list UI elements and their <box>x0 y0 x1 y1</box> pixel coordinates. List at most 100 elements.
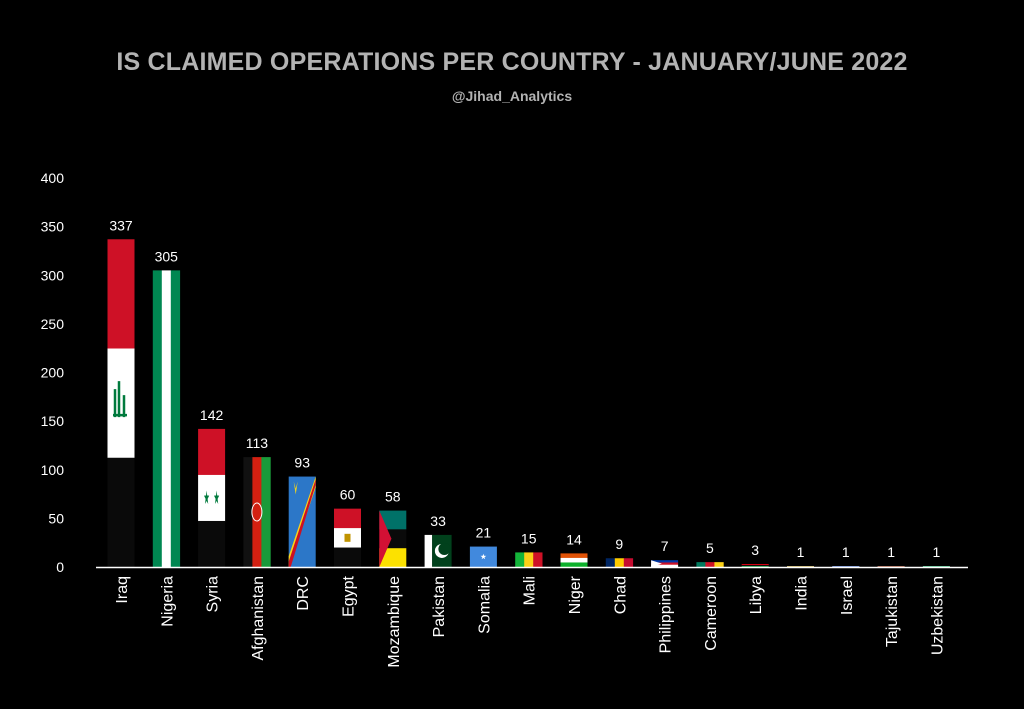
category-label-tajukistan: Tajukistan <box>884 576 901 647</box>
bar-iraq-emblem <box>113 381 127 418</box>
data-label-india: 1 <box>797 544 805 560</box>
y-tick-label-400: 400 <box>41 170 65 186</box>
bar-philippines-triangle <box>651 560 662 567</box>
y-tick-label-100: 100 <box>41 462 65 478</box>
bar-iraq-band-2 <box>107 348 135 459</box>
bar-chad-stripe-1 <box>605 558 616 567</box>
bar-somalia-star <box>480 553 487 560</box>
category-label-india: India <box>794 576 811 611</box>
bar-syria-star-2 <box>214 490 220 504</box>
data-label-chad: 9 <box>615 536 623 552</box>
bar-syria <box>198 428 226 568</box>
category-label-israel: Israel <box>839 576 856 615</box>
bar-iraq-band-3 <box>107 457 135 568</box>
bar-iraq-band-1 <box>107 239 135 349</box>
bar-egypt <box>334 508 361 568</box>
category-label-uzbekistan: Uzbekistan <box>929 576 946 655</box>
data-label-tajukistan: 1 <box>887 544 895 560</box>
bar-libya <box>741 564 769 568</box>
category-label-mali: Mali <box>522 576 539 605</box>
data-label-pakistan: 33 <box>430 513 446 529</box>
data-label-uzbekistan: 1 <box>933 544 941 560</box>
bar-tajukistan-band-2 <box>877 566 905 567</box>
bar-syria-band-1 <box>198 428 226 476</box>
chart-subtitle: @Jihad_Analytics <box>451 88 573 104</box>
data-labels: 337 305 142 113 93 60 58 33 21 15 14 9 7 5 3 1 1 1 1 <box>109 217 940 560</box>
bar-tajukistan-band-1 <box>877 566 905 567</box>
bar-philippines-band-1 <box>651 560 679 563</box>
bar-uzbekistan-band-1 <box>922 566 950 567</box>
bar-mozambique-triangle <box>379 510 392 567</box>
category-label-niger: Niger <box>567 575 584 614</box>
bar-afghanistan <box>243 457 271 567</box>
bar-mozambique-band-1 <box>379 510 407 530</box>
bar-uzbekistan-band-2 <box>922 566 950 567</box>
bar-mali-stripe-3 <box>533 552 543 567</box>
bar-drc-star <box>293 481 298 495</box>
category-label-nigeria: Nigeria <box>159 576 176 627</box>
category-label-cameroon: Cameroon <box>703 576 720 651</box>
bar-cameroon-stripe-3 <box>714 562 724 567</box>
category-label-iraq: Iraq <box>114 576 131 604</box>
bar-cameroon-stripe-1 <box>696 562 706 567</box>
data-label-niger: 14 <box>566 531 582 547</box>
bar-mali-stripe-1 <box>515 552 525 567</box>
bar-pakistan-crescent-cut <box>438 542 451 555</box>
bar-afghanistan-emblem <box>251 502 263 522</box>
bar-pakistan <box>424 534 452 567</box>
data-label-philippines: 7 <box>661 538 669 554</box>
bar-mozambique-band-3 <box>379 548 407 567</box>
bar-india-band-2 <box>787 566 814 567</box>
bar-syria-band-2 <box>198 474 226 522</box>
bar-niger-band-3 <box>560 562 588 568</box>
category-label-pakistan: Pakistan <box>431 576 448 637</box>
y-tick-label-200: 200 <box>41 365 65 381</box>
y-tick-label-250: 250 <box>41 316 65 332</box>
bar-libya-band-3 <box>741 566 769 568</box>
bar-egypt-band-1 <box>334 508 361 529</box>
bar-cameroon <box>696 562 724 567</box>
bars <box>107 239 950 568</box>
category-label-afghanistan: Afghanistan <box>250 576 267 661</box>
bar-cameroon-stripe-2 <box>705 562 715 567</box>
category-label-mozambique: Mozambique <box>386 576 403 668</box>
y-tick-label-0: 0 <box>56 559 64 575</box>
bar-nigeria <box>152 270 181 567</box>
category-label-somalia: Somalia <box>476 576 493 634</box>
category-label-syria: Syria <box>205 576 222 613</box>
bar-egypt-eagle <box>344 533 351 542</box>
bar-syria-star-1 <box>204 490 210 504</box>
bar-mozambique <box>379 510 407 567</box>
y-tick-label-50: 50 <box>48 510 64 526</box>
data-label-nigeria: 305 <box>155 248 179 264</box>
category-label-egypt: Egypt <box>341 575 358 616</box>
bar-egypt-band-3 <box>334 547 361 568</box>
data-label-mozambique: 58 <box>385 489 401 505</box>
bar-niger-band-2 <box>560 557 588 563</box>
y-axis-ticks: 0 50 100 150 200 250 300 350 400 <box>41 170 65 575</box>
bar-mali <box>515 552 543 567</box>
bar-drc-stripe-red <box>288 479 316 567</box>
category-label-chad: Chad <box>612 576 629 614</box>
bar-iraq <box>107 239 135 568</box>
bar-libya-band-2 <box>741 565 769 567</box>
bar-afghanistan-stripe-1 <box>243 457 253 567</box>
bar-chad-stripe-3 <box>623 558 634 567</box>
y-tick-label-350: 350 <box>41 219 65 235</box>
bar-philippines-band-3 <box>651 564 679 568</box>
bar-niger <box>560 553 588 568</box>
data-label-egypt: 60 <box>340 487 356 503</box>
bar-niger-band-1 <box>560 553 588 559</box>
data-label-iraq: 337 <box>109 217 133 233</box>
bar-nigeria-stripe-3 <box>170 270 181 567</box>
data-label-israel: 1 <box>842 544 850 560</box>
data-label-cameroon: 5 <box>706 540 714 556</box>
bar-drc <box>288 476 316 567</box>
y-tick-label-150: 150 <box>41 413 65 429</box>
bar-chad <box>605 558 634 567</box>
bar-afghanistan-stripe-2 <box>252 457 262 567</box>
bar-libya-band-1 <box>741 564 769 566</box>
data-label-somalia: 21 <box>476 525 492 541</box>
category-label-philippines: Philippines <box>658 576 675 653</box>
